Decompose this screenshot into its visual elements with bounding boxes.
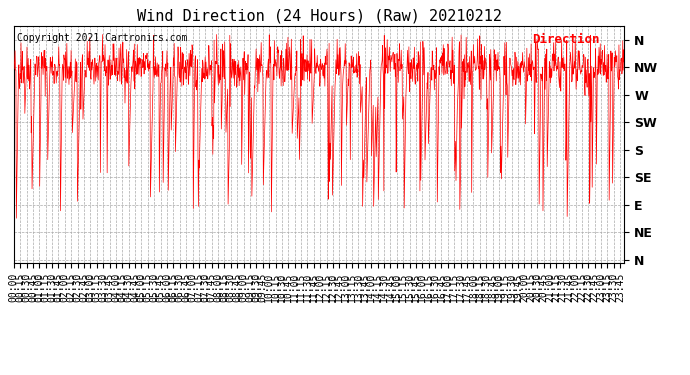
Text: Copyright 2021 Cartronics.com: Copyright 2021 Cartronics.com [17,33,187,44]
Title: Wind Direction (24 Hours) (Raw) 20210212: Wind Direction (24 Hours) (Raw) 20210212 [137,9,502,24]
Text: Direction: Direction [533,33,600,46]
